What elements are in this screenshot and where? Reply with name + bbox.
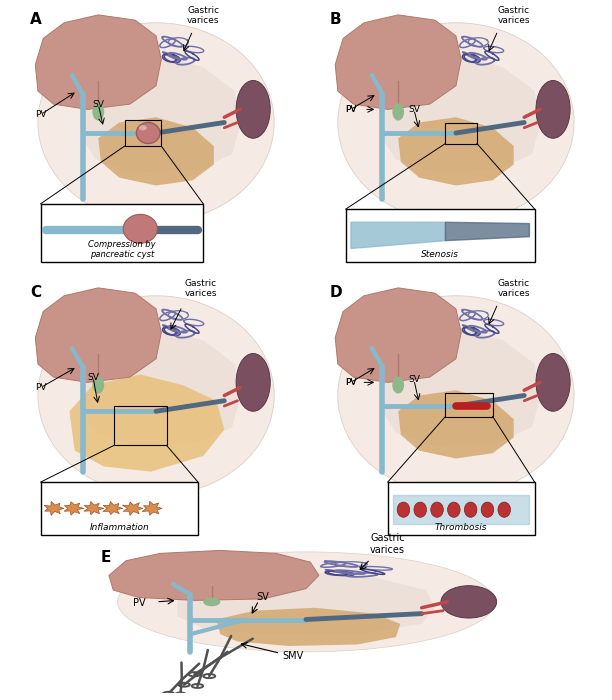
Polygon shape [103,501,122,514]
Text: A: A [30,12,42,27]
Text: PV: PV [35,110,47,119]
Text: Thrombosis: Thrombosis [435,523,487,532]
Text: PV: PV [345,378,357,387]
Text: PV: PV [345,105,357,114]
Ellipse shape [397,502,410,517]
FancyBboxPatch shape [40,204,203,262]
Text: E: E [100,550,111,566]
Polygon shape [64,502,84,515]
Polygon shape [177,573,435,634]
FancyBboxPatch shape [40,482,198,535]
Text: Compression by
pancreatic cyst: Compression by pancreatic cyst [88,239,155,259]
Text: PV: PV [133,598,145,608]
Ellipse shape [481,502,494,517]
Ellipse shape [536,80,570,139]
Ellipse shape [136,122,160,144]
Ellipse shape [338,22,574,223]
Ellipse shape [392,377,404,393]
Text: SV: SV [408,375,420,384]
Text: Gastric
varices: Gastric varices [498,6,530,25]
Ellipse shape [338,295,574,496]
Ellipse shape [431,502,443,517]
Polygon shape [335,288,461,382]
Text: SV: SV [92,99,104,108]
Ellipse shape [123,214,157,244]
Polygon shape [83,330,240,445]
Ellipse shape [92,377,104,393]
Ellipse shape [414,502,427,517]
Text: SMV: SMV [283,651,304,661]
Text: Gastric
varices: Gastric varices [498,279,530,298]
Text: Gastric
varices: Gastric varices [187,6,220,25]
Ellipse shape [392,104,404,120]
Text: SV: SV [408,105,420,114]
Polygon shape [109,550,319,601]
Polygon shape [446,223,529,241]
Polygon shape [122,502,143,515]
Text: Inflammation: Inflammation [89,523,149,532]
Text: SV: SV [87,372,99,382]
Ellipse shape [447,502,460,517]
Text: C: C [30,286,41,300]
Text: PV: PV [345,378,357,387]
Ellipse shape [139,125,147,130]
Ellipse shape [498,502,510,517]
Ellipse shape [236,80,271,139]
Polygon shape [382,330,540,445]
Polygon shape [398,117,513,186]
FancyBboxPatch shape [346,209,535,262]
Text: Gastric
varices: Gastric varices [184,279,217,298]
Polygon shape [216,608,400,646]
Polygon shape [35,15,162,109]
Polygon shape [382,57,540,172]
Ellipse shape [118,552,494,652]
Text: B: B [330,12,341,27]
Polygon shape [335,15,461,109]
Ellipse shape [203,598,220,606]
Polygon shape [398,391,513,458]
Polygon shape [84,501,104,514]
Ellipse shape [236,354,271,412]
Polygon shape [351,223,446,248]
Polygon shape [83,57,240,172]
Text: Stenosis: Stenosis [421,250,459,259]
Polygon shape [35,288,162,382]
Ellipse shape [38,22,274,223]
Ellipse shape [441,586,496,618]
Ellipse shape [38,295,274,496]
Text: Gastric
varices: Gastric varices [370,533,405,555]
Polygon shape [69,374,225,472]
Text: D: D [330,286,343,300]
Text: PV: PV [35,383,47,392]
Polygon shape [44,501,64,515]
Text: PV: PV [345,105,357,114]
Polygon shape [142,501,162,515]
Ellipse shape [465,502,477,517]
FancyBboxPatch shape [387,482,535,535]
Polygon shape [99,117,214,186]
Text: SV: SV [257,592,269,603]
Ellipse shape [536,354,570,412]
Ellipse shape [92,104,104,120]
